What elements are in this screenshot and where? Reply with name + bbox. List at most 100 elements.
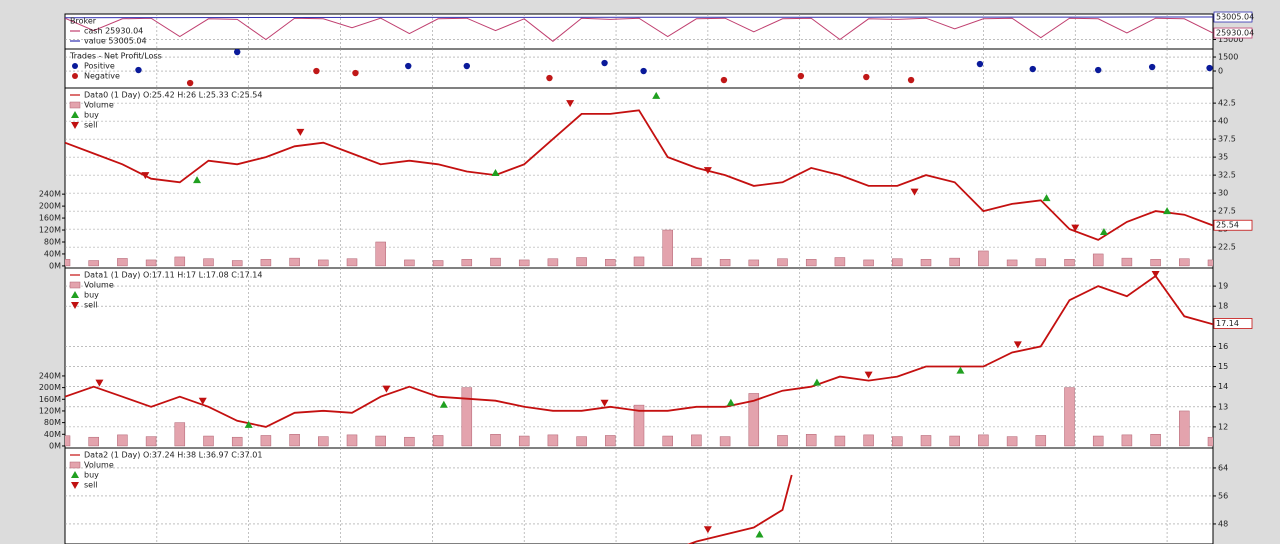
buy-marker bbox=[193, 176, 202, 184]
y2-tick-label: 160M bbox=[39, 214, 61, 223]
y2-tick-label: 0M bbox=[49, 441, 61, 450]
volume-bar bbox=[1179, 410, 1190, 447]
y-tick-label: 56 bbox=[1218, 491, 1228, 500]
volume-bar bbox=[863, 434, 874, 447]
sell-marker bbox=[141, 172, 150, 180]
sell-marker bbox=[382, 385, 391, 393]
volume-bar bbox=[691, 434, 702, 447]
y-tick-label: 15000 bbox=[1218, 35, 1243, 44]
sell-marker bbox=[1013, 341, 1022, 349]
y-tick-label: 19 bbox=[1218, 282, 1228, 291]
plot bbox=[65, 49, 1213, 88]
volume-bar bbox=[892, 258, 903, 267]
y-tick-label: 37.5 bbox=[1218, 135, 1236, 144]
volume-bar bbox=[318, 259, 329, 267]
volume-bar bbox=[748, 259, 760, 267]
trade-point bbox=[720, 76, 728, 84]
legend-icon bbox=[71, 302, 79, 309]
volume-bar bbox=[88, 260, 99, 267]
last-value-label: 17.14 bbox=[1216, 319, 1239, 328]
trade-point bbox=[1095, 66, 1102, 74]
sell-marker bbox=[566, 100, 575, 108]
trade-point bbox=[405, 62, 412, 70]
volume-bar bbox=[1150, 434, 1161, 447]
volume-bar bbox=[1121, 434, 1133, 447]
volume-bar bbox=[1064, 259, 1075, 267]
volume-bar bbox=[461, 259, 473, 267]
y-tick-label: 32.5 bbox=[1218, 171, 1236, 180]
buy-marker bbox=[1163, 207, 1172, 215]
volume-bar bbox=[805, 259, 817, 267]
legend-label: Data1 (1 Day) O:17.11 H:17 L:17.08 C:17.… bbox=[84, 271, 262, 280]
y-tick-label: 35 bbox=[1218, 153, 1228, 162]
y-tick-label: 40 bbox=[1218, 117, 1228, 126]
volume-bar bbox=[863, 259, 874, 267]
volume-bar bbox=[145, 259, 157, 267]
volume-bar bbox=[203, 435, 214, 447]
volume-bar bbox=[1006, 436, 1018, 447]
y-tick-label: 48 bbox=[1218, 519, 1228, 528]
volume-bar bbox=[203, 258, 214, 267]
series-line bbox=[686, 474, 793, 544]
y-tick-label: 13 bbox=[1218, 402, 1228, 411]
sell-marker bbox=[703, 526, 712, 534]
series-line bbox=[65, 109, 1213, 241]
volume-bar bbox=[88, 436, 99, 447]
volume-bar bbox=[1035, 435, 1047, 447]
y-tick-label: 30 bbox=[1218, 189, 1228, 198]
legend-label: sell bbox=[84, 481, 98, 490]
volume-bar bbox=[920, 259, 932, 267]
volume-bar bbox=[1006, 259, 1018, 267]
volume-bar bbox=[518, 259, 530, 267]
last-value-box bbox=[1213, 219, 1253, 231]
sell-marker bbox=[910, 188, 919, 196]
last-value-label: 25.54 bbox=[1216, 221, 1239, 230]
volume-bar bbox=[1121, 257, 1133, 267]
trade-point bbox=[1206, 64, 1213, 72]
trade-point bbox=[863, 73, 870, 81]
legend-icon bbox=[69, 101, 81, 109]
sell-marker bbox=[1071, 224, 1080, 232]
sell-marker bbox=[864, 371, 873, 379]
legend-label: Volume bbox=[84, 461, 114, 470]
y-tick-label: 1500 bbox=[1218, 53, 1238, 62]
panel bbox=[64, 13, 1214, 50]
sell-marker bbox=[296, 128, 305, 136]
legend-label: Negative bbox=[84, 72, 120, 81]
last-value-label: 25930.04 bbox=[1216, 29, 1254, 38]
volume-bar bbox=[518, 435, 530, 447]
plot bbox=[65, 268, 1213, 448]
buy-marker bbox=[812, 378, 821, 386]
volume-bar bbox=[375, 241, 386, 267]
volume-bar bbox=[260, 435, 272, 447]
buy-marker bbox=[652, 91, 661, 99]
volume-bar bbox=[949, 257, 960, 267]
volume-bar bbox=[490, 434, 501, 447]
legend-label: Data0 (1 Day) O:25.42 H:26 L:25.33 C:25.… bbox=[84, 91, 262, 100]
volume-bar bbox=[174, 422, 186, 447]
volume-bar bbox=[490, 257, 501, 267]
series-line bbox=[65, 16, 1213, 19]
volume-bar bbox=[978, 434, 989, 447]
y-tick-label: 16 bbox=[1218, 342, 1228, 351]
buy-marker bbox=[1042, 194, 1051, 202]
buy-marker bbox=[1099, 228, 1108, 235]
y2-tick-label: 40M bbox=[44, 249, 61, 258]
y2-tick-label: 0M bbox=[49, 261, 61, 270]
panel bbox=[64, 48, 1214, 89]
legend-label: Volume bbox=[84, 281, 114, 290]
series-line bbox=[65, 17, 1213, 42]
legend-label: buy bbox=[84, 471, 99, 480]
legend-label: sell bbox=[84, 121, 98, 130]
volume-bar bbox=[748, 393, 760, 447]
panel-title: Broker bbox=[70, 17, 97, 26]
y2-tick-label: 120M bbox=[39, 226, 61, 235]
volume-bar bbox=[375, 435, 386, 447]
legend-label: cash 25930.04 bbox=[84, 27, 143, 36]
y-tick-label: 0 bbox=[1218, 67, 1223, 76]
volume-bar bbox=[432, 435, 444, 447]
volume-bar bbox=[260, 259, 272, 267]
volume-bar bbox=[318, 436, 329, 447]
legend-icon bbox=[72, 63, 78, 69]
legend-label: Data2 (1 Day) O:37.24 H:38 L:36.97 C:37.… bbox=[84, 451, 262, 460]
